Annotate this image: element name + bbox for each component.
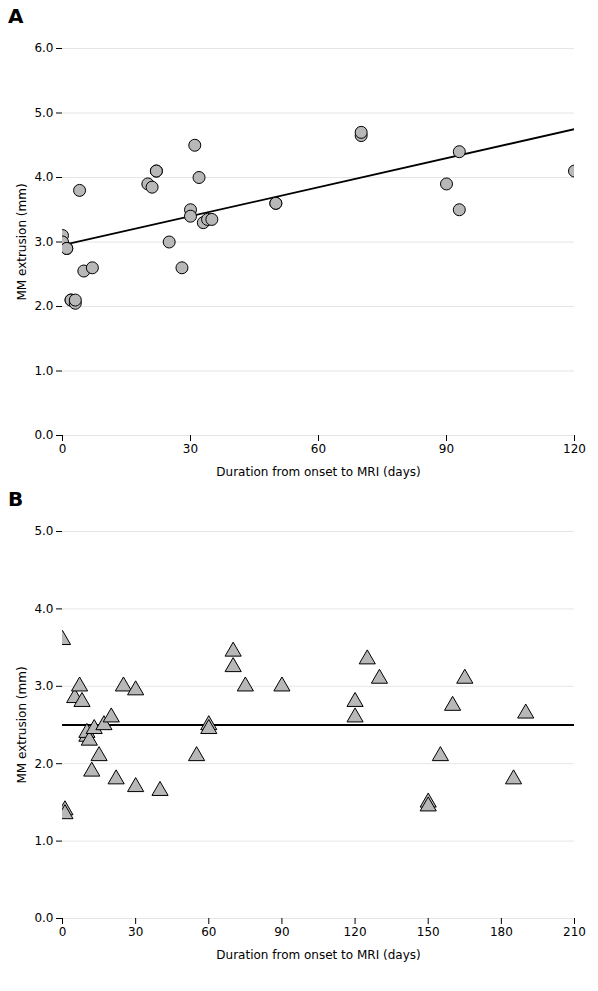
svg-text:2.0: 2.0 <box>34 299 53 313</box>
svg-text:90: 90 <box>439 442 454 456</box>
svg-text:4.0: 4.0 <box>34 602 53 616</box>
svg-text:2.0: 2.0 <box>34 757 53 771</box>
svg-text:150: 150 <box>417 925 440 939</box>
svg-text:0.0: 0.0 <box>34 911 53 925</box>
svg-text:60: 60 <box>201 925 216 939</box>
svg-text:90: 90 <box>274 925 289 939</box>
svg-text:MM extrusion (mm): MM extrusion (mm) <box>15 183 29 300</box>
svg-text:120: 120 <box>563 442 586 456</box>
svg-text:5.0: 5.0 <box>34 106 53 120</box>
svg-text:Duration from onset to MRI (da: Duration from onset to MRI (days) <box>216 465 420 479</box>
svg-text:3.0: 3.0 <box>34 679 53 693</box>
svg-text:Duration from onset to MRI (da: Duration from onset to MRI (days) <box>216 948 420 962</box>
svg-text:5.0: 5.0 <box>34 524 53 538</box>
svg-text:0: 0 <box>59 925 67 939</box>
svg-text:4.0: 4.0 <box>34 170 53 184</box>
svg-text:60: 60 <box>311 442 326 456</box>
svg-text:180: 180 <box>490 925 513 939</box>
svg-text:3.0: 3.0 <box>34 235 53 249</box>
svg-text:210: 210 <box>563 925 586 939</box>
svg-text:30: 30 <box>128 925 143 939</box>
html-text:A: A <box>8 4 24 28</box>
html-text:B: B <box>8 487 24 511</box>
svg-text:0.0: 0.0 <box>34 428 53 442</box>
svg-text:1.0: 1.0 <box>34 834 53 848</box>
svg-text:6.0: 6.0 <box>34 41 53 55</box>
svg-text:MM extrusion (mm): MM extrusion (mm) <box>15 666 29 783</box>
svg-text:0: 0 <box>59 442 67 456</box>
svg-text:1.0: 1.0 <box>34 364 53 378</box>
svg-text:30: 30 <box>183 442 198 456</box>
svg-text:120: 120 <box>344 925 367 939</box>
